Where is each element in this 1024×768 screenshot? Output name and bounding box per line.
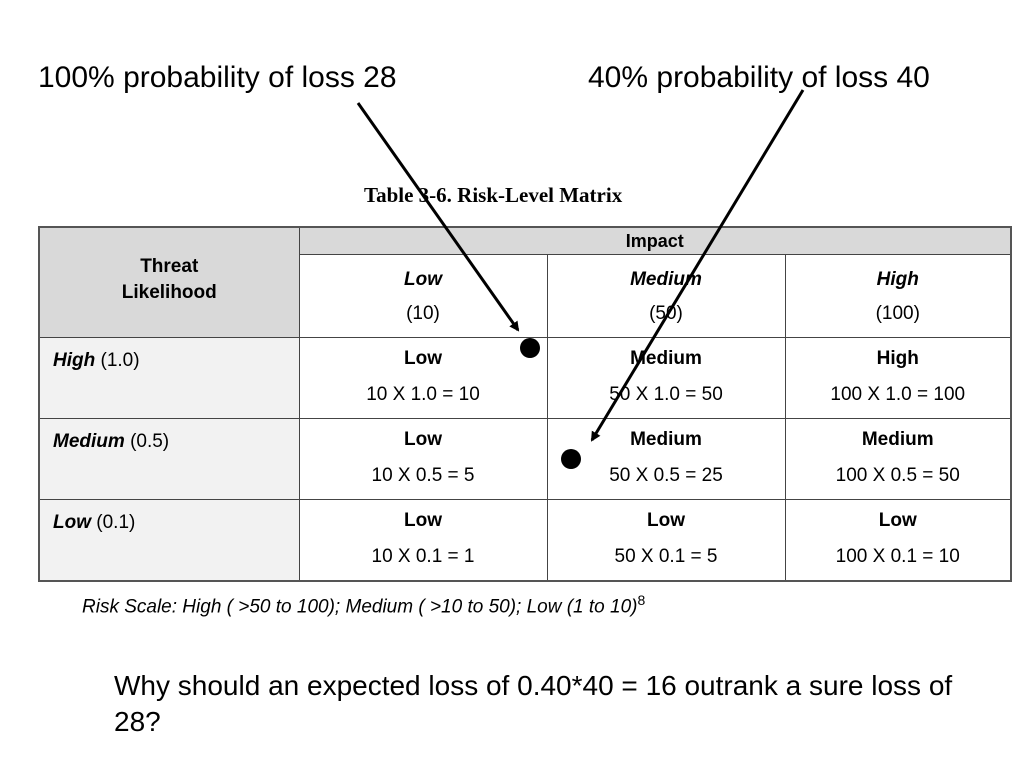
likelihood-row-medium: Medium (0.5) [38,418,300,500]
risk-cell: Low 100 X 0.1 = 10 [784,499,1012,582]
likelihood-row-low: Low (0.1) [38,499,300,582]
likelihood-name: Low [53,512,91,533]
impact-value: (50) [649,303,683,324]
risk-calc: 50 X 1.0 = 50 [609,384,723,405]
risk-level: Low [404,348,442,369]
risk-scale-note: Risk Scale: High ( >50 to 100); Medium (… [82,592,645,618]
risk-cell: High 100 X 1.0 = 100 [784,337,1012,419]
risk-calc: 10 X 0.1 = 1 [371,546,475,567]
table-row: High (1.0) Low 10 X 1.0 = 10 Medium 50 X… [38,337,1012,419]
impact-value: (100) [875,303,920,324]
impact-name: Medium [630,269,702,290]
risk-level: Low [647,510,685,531]
annotation-probable-loss: 40% probability of loss 40 [588,61,930,94]
table-row: Low (0.1) Low 10 X 0.1 = 1 Low 50 X 0.1 … [38,499,1012,582]
likelihood-name: High [53,350,96,371]
risk-level: Medium [861,429,934,450]
risk-level: Medium [630,348,702,369]
risk-calc: 10 X 1.0 = 10 [366,384,480,405]
table-row: Medium (0.5) Low 10 X 0.5 = 5 Medium 50 … [38,418,1012,500]
risk-level-matrix: Threat Likelihood Impact Low (10) Medium… [38,226,1012,582]
risk-level: Low [404,429,442,450]
footnote-marker: 8 [637,592,646,608]
likelihood-prob: (0.1) [96,512,136,533]
risk-calc: 50 X 0.1 = 5 [614,546,718,567]
question-text: Why should an expected loss of 0.40*40 =… [114,670,953,737]
risk-cell: Low 10 X 0.5 = 5 [298,418,548,500]
risk-scale-text: Risk Scale: High ( >50 to 100); Medium (… [82,596,638,618]
impact-value: (10) [406,303,440,324]
impact-name: Low [404,269,442,290]
likelihood-prob: (0.5) [130,431,170,452]
risk-cell: Low 10 X 0.1 = 1 [298,499,548,582]
threat-likelihood-header: Threat Likelihood [38,226,300,338]
annotation-sure-loss: 100% probability of loss 28 [38,61,397,94]
likelihood-row-high: High (1.0) [38,337,300,419]
likelihood-name: Medium [53,431,125,452]
impact-column-low: Low (10) [298,254,548,338]
impact-header: Impact [298,226,1012,255]
impact-name: High [876,269,919,290]
impact-column-medium: Medium (50) [546,254,786,338]
risk-calc: 100 X 0.5 = 50 [835,465,960,486]
risk-calc: 100 X 0.1 = 10 [835,546,960,567]
impact-column-high: High (100) [784,254,1012,338]
risk-cell: Medium 100 X 0.5 = 50 [784,418,1012,500]
risk-cell: Low 10 X 1.0 = 10 [298,337,548,419]
risk-calc: 10 X 0.5 = 5 [371,465,475,486]
risk-calc: 100 X 1.0 = 100 [830,384,966,405]
risk-cell: Low 50 X 0.1 = 5 [546,499,786,582]
risk-level: Low [878,510,917,531]
risk-level: Medium [630,429,702,450]
table-caption: Table 3-6. Risk-Level Matrix [364,183,623,207]
threat-likelihood-label: Threat Likelihood [121,256,217,303]
risk-calc: 50 X 0.5 = 25 [609,465,723,486]
risk-cell: Medium 50 X 1.0 = 50 [546,337,786,419]
risk-level: Low [404,510,442,531]
likelihood-prob: (1.0) [100,350,140,371]
risk-cell: Medium 50 X 0.5 = 25 [546,418,786,500]
risk-level: High [876,348,919,369]
